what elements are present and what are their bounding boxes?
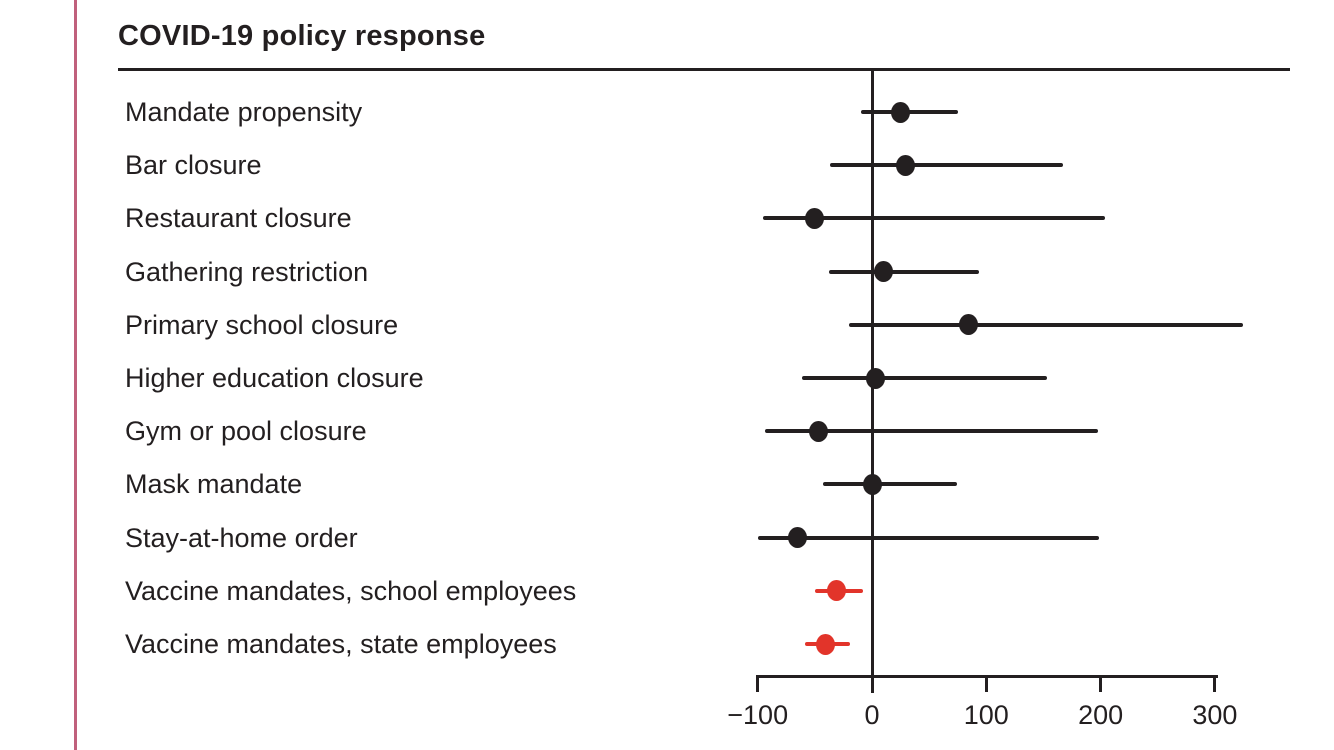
point-estimate-dot [891, 101, 911, 123]
point-estimate-dot [895, 154, 915, 176]
row-label: Gathering restriction [125, 256, 369, 287]
confidence-interval-line [802, 376, 1047, 380]
x-axis-tick-label: 100 [963, 700, 1009, 730]
point-estimate-dot [862, 473, 882, 495]
x-axis-tick [984, 675, 988, 692]
row-label: Primary school closure [125, 309, 399, 340]
x-axis-tick [756, 675, 760, 692]
x-axis-tick-label: 300 [1192, 700, 1238, 730]
point-estimate-dot [958, 314, 978, 336]
point-estimate-dot [865, 367, 885, 389]
point-estimate-dot [808, 420, 828, 442]
confidence-interval-line [849, 322, 1244, 327]
x-axis-tick [1099, 675, 1103, 692]
title-underline [118, 68, 1290, 71]
row-label: Mandate propensity [125, 97, 363, 127]
confidence-interval-line [757, 535, 1100, 540]
x-axis-tick [870, 675, 874, 692]
confidence-interval-line [822, 482, 957, 487]
row-label: Restaurant closure [125, 203, 352, 234]
chart-title: COVID-19 policy response [118, 20, 486, 52]
confidence-interval-line [828, 269, 980, 274]
point-estimate-dot [873, 261, 893, 283]
row-label: Vaccine mandates, school employees [125, 575, 577, 606]
row-label: Vaccine mandates, state employees [125, 629, 557, 659]
row-label: Stay-at-home order [125, 522, 358, 553]
confidence-interval-line [764, 429, 1099, 434]
point-estimate-dot [815, 633, 835, 655]
point-estimate-dot [827, 580, 847, 602]
x-axis-tick [1213, 675, 1217, 692]
confidence-interval-line [829, 163, 1063, 168]
x-axis-tick-label: 0 [864, 700, 880, 730]
point-estimate-dot [805, 207, 825, 229]
row-label: Gym or pool closure [125, 416, 367, 447]
row-label: Mask mandate [125, 469, 303, 500]
x-axis-tick-label: −100 [727, 700, 789, 730]
row-label: Higher education closure [125, 363, 424, 393]
confidence-interval-line [763, 216, 1106, 221]
figure-accent-line [74, 0, 77, 750]
x-axis-tick-label: 200 [1078, 700, 1124, 730]
row-label: Bar closure [125, 150, 262, 181]
point-estimate-dot [788, 527, 808, 549]
